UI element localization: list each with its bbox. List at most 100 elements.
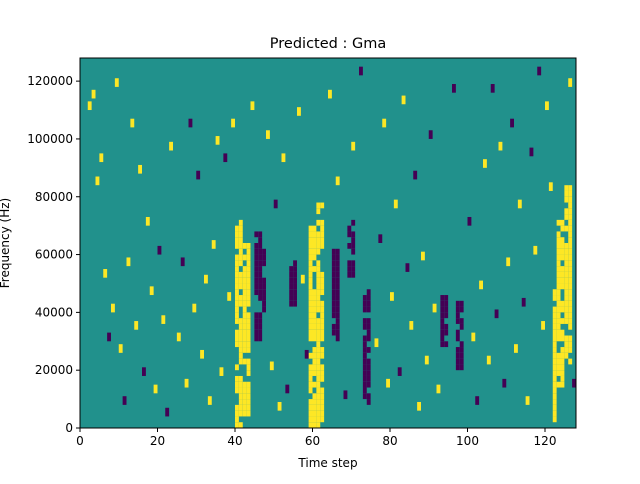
heatmap-cell [99, 153, 104, 163]
heatmap-cell [452, 84, 456, 93]
heatmap-cell [246, 243, 251, 249]
heatmap-cell [258, 243, 263, 249]
heatmap-cell [320, 404, 325, 411]
heatmap-cell [529, 147, 534, 157]
heatmap-cell [568, 341, 573, 348]
heatmap-cell [335, 254, 340, 261]
heatmap-cell [238, 335, 243, 342]
heatmap-cell [254, 335, 259, 342]
heatmap-cell [242, 347, 247, 353]
heatmap-cell [312, 393, 317, 400]
heatmap-cell [564, 214, 569, 220]
heatmap-cell [289, 277, 294, 284]
heatmap-cell [335, 283, 340, 290]
heatmap-cell [362, 318, 367, 324]
heatmap-cell [238, 248, 243, 255]
heatmap-cell [556, 364, 561, 371]
heatmap-cell [556, 358, 561, 365]
heatmap-cell [552, 329, 557, 336]
heatmap-cell [564, 335, 569, 342]
heatmap-cell [235, 283, 239, 290]
heatmap-cell [254, 289, 259, 296]
heatmap-cell [556, 323, 561, 330]
heatmap-cell [246, 248, 251, 255]
heatmap-cell [440, 329, 445, 336]
heatmap-cell [126, 257, 131, 267]
heatmap-cell [235, 335, 239, 342]
heatmap-cell [560, 352, 565, 359]
heatmap-cell [397, 367, 402, 376]
heatmap-cell [304, 349, 309, 359]
heatmap-cell [467, 216, 472, 226]
heatmap-cell [235, 300, 239, 307]
heatmap-cell [560, 318, 565, 324]
heatmap-cell [362, 352, 367, 359]
heatmap-cell [320, 312, 325, 319]
heatmap-cell [312, 248, 317, 255]
heatmap-cell [316, 277, 321, 284]
heatmap-cell [432, 303, 437, 313]
heatmap-cell [180, 257, 185, 267]
heatmap-cell [556, 312, 561, 319]
heatmap-cell [552, 335, 557, 342]
heatmap-cell [560, 306, 565, 313]
heatmap-cell [455, 329, 460, 336]
heatmap-cell [231, 118, 235, 128]
heatmap-cell [308, 289, 313, 296]
heatmap-cell [320, 393, 325, 400]
heatmap-cell [316, 347, 321, 353]
heatmap-cell [316, 295, 321, 301]
heatmap-cell [560, 335, 565, 342]
heatmap-cell [552, 318, 557, 324]
heatmap-cell [568, 277, 573, 284]
heatmap-cell [351, 266, 356, 272]
heatmap-cell [238, 410, 243, 417]
heatmap-cell [262, 260, 266, 267]
heatmap-cell [366, 306, 371, 313]
heatmap-cell [312, 364, 317, 371]
heatmap-cell [238, 318, 243, 324]
heatmap-cell [471, 332, 476, 342]
heatmap-cell [556, 266, 561, 272]
heatmap-cell [308, 295, 313, 301]
heatmap-cell [556, 300, 561, 307]
heatmap-cell [556, 231, 561, 238]
heatmap-cell [366, 295, 371, 301]
heatmap-cell [308, 323, 313, 330]
heatmap-cell [347, 243, 352, 249]
heatmap-cell [560, 364, 565, 371]
heatmap-cell [560, 225, 565, 232]
heatmap-cell [316, 410, 321, 417]
heatmap-cell [312, 335, 317, 342]
heatmap-cell [556, 335, 561, 342]
heatmap-cell [459, 323, 464, 330]
heatmap-cell [560, 283, 565, 290]
heatmap-cell [258, 248, 263, 255]
heatmap-cell [238, 271, 243, 278]
heatmap-cell [568, 248, 573, 255]
heatmap-cell [564, 248, 569, 255]
heatmap-cell [362, 387, 367, 394]
heatmap-cell [142, 367, 146, 376]
heatmap-cell [541, 321, 545, 330]
heatmap-cell [242, 300, 247, 307]
heatmap-cell [235, 318, 239, 324]
heatmap-cell [316, 393, 321, 400]
heatmap-cell [537, 66, 542, 76]
heatmap-cell [335, 176, 340, 186]
heatmap-cell [293, 289, 297, 296]
heatmap-cell [235, 237, 239, 243]
heatmap-cell [235, 243, 239, 249]
heatmap-cell [413, 170, 418, 180]
heatmap-cell [316, 422, 321, 428]
heatmap-cell [320, 329, 325, 336]
heatmap-cell [308, 271, 313, 278]
heatmap-cell [312, 295, 317, 301]
heatmap-cell [351, 271, 356, 278]
heatmap-cell [254, 312, 259, 319]
heatmap-cell [312, 410, 317, 417]
heatmap-cell [320, 271, 325, 278]
heatmap-cell [238, 237, 243, 243]
heatmap-cell [366, 300, 371, 307]
heatmap-cell [312, 381, 317, 388]
